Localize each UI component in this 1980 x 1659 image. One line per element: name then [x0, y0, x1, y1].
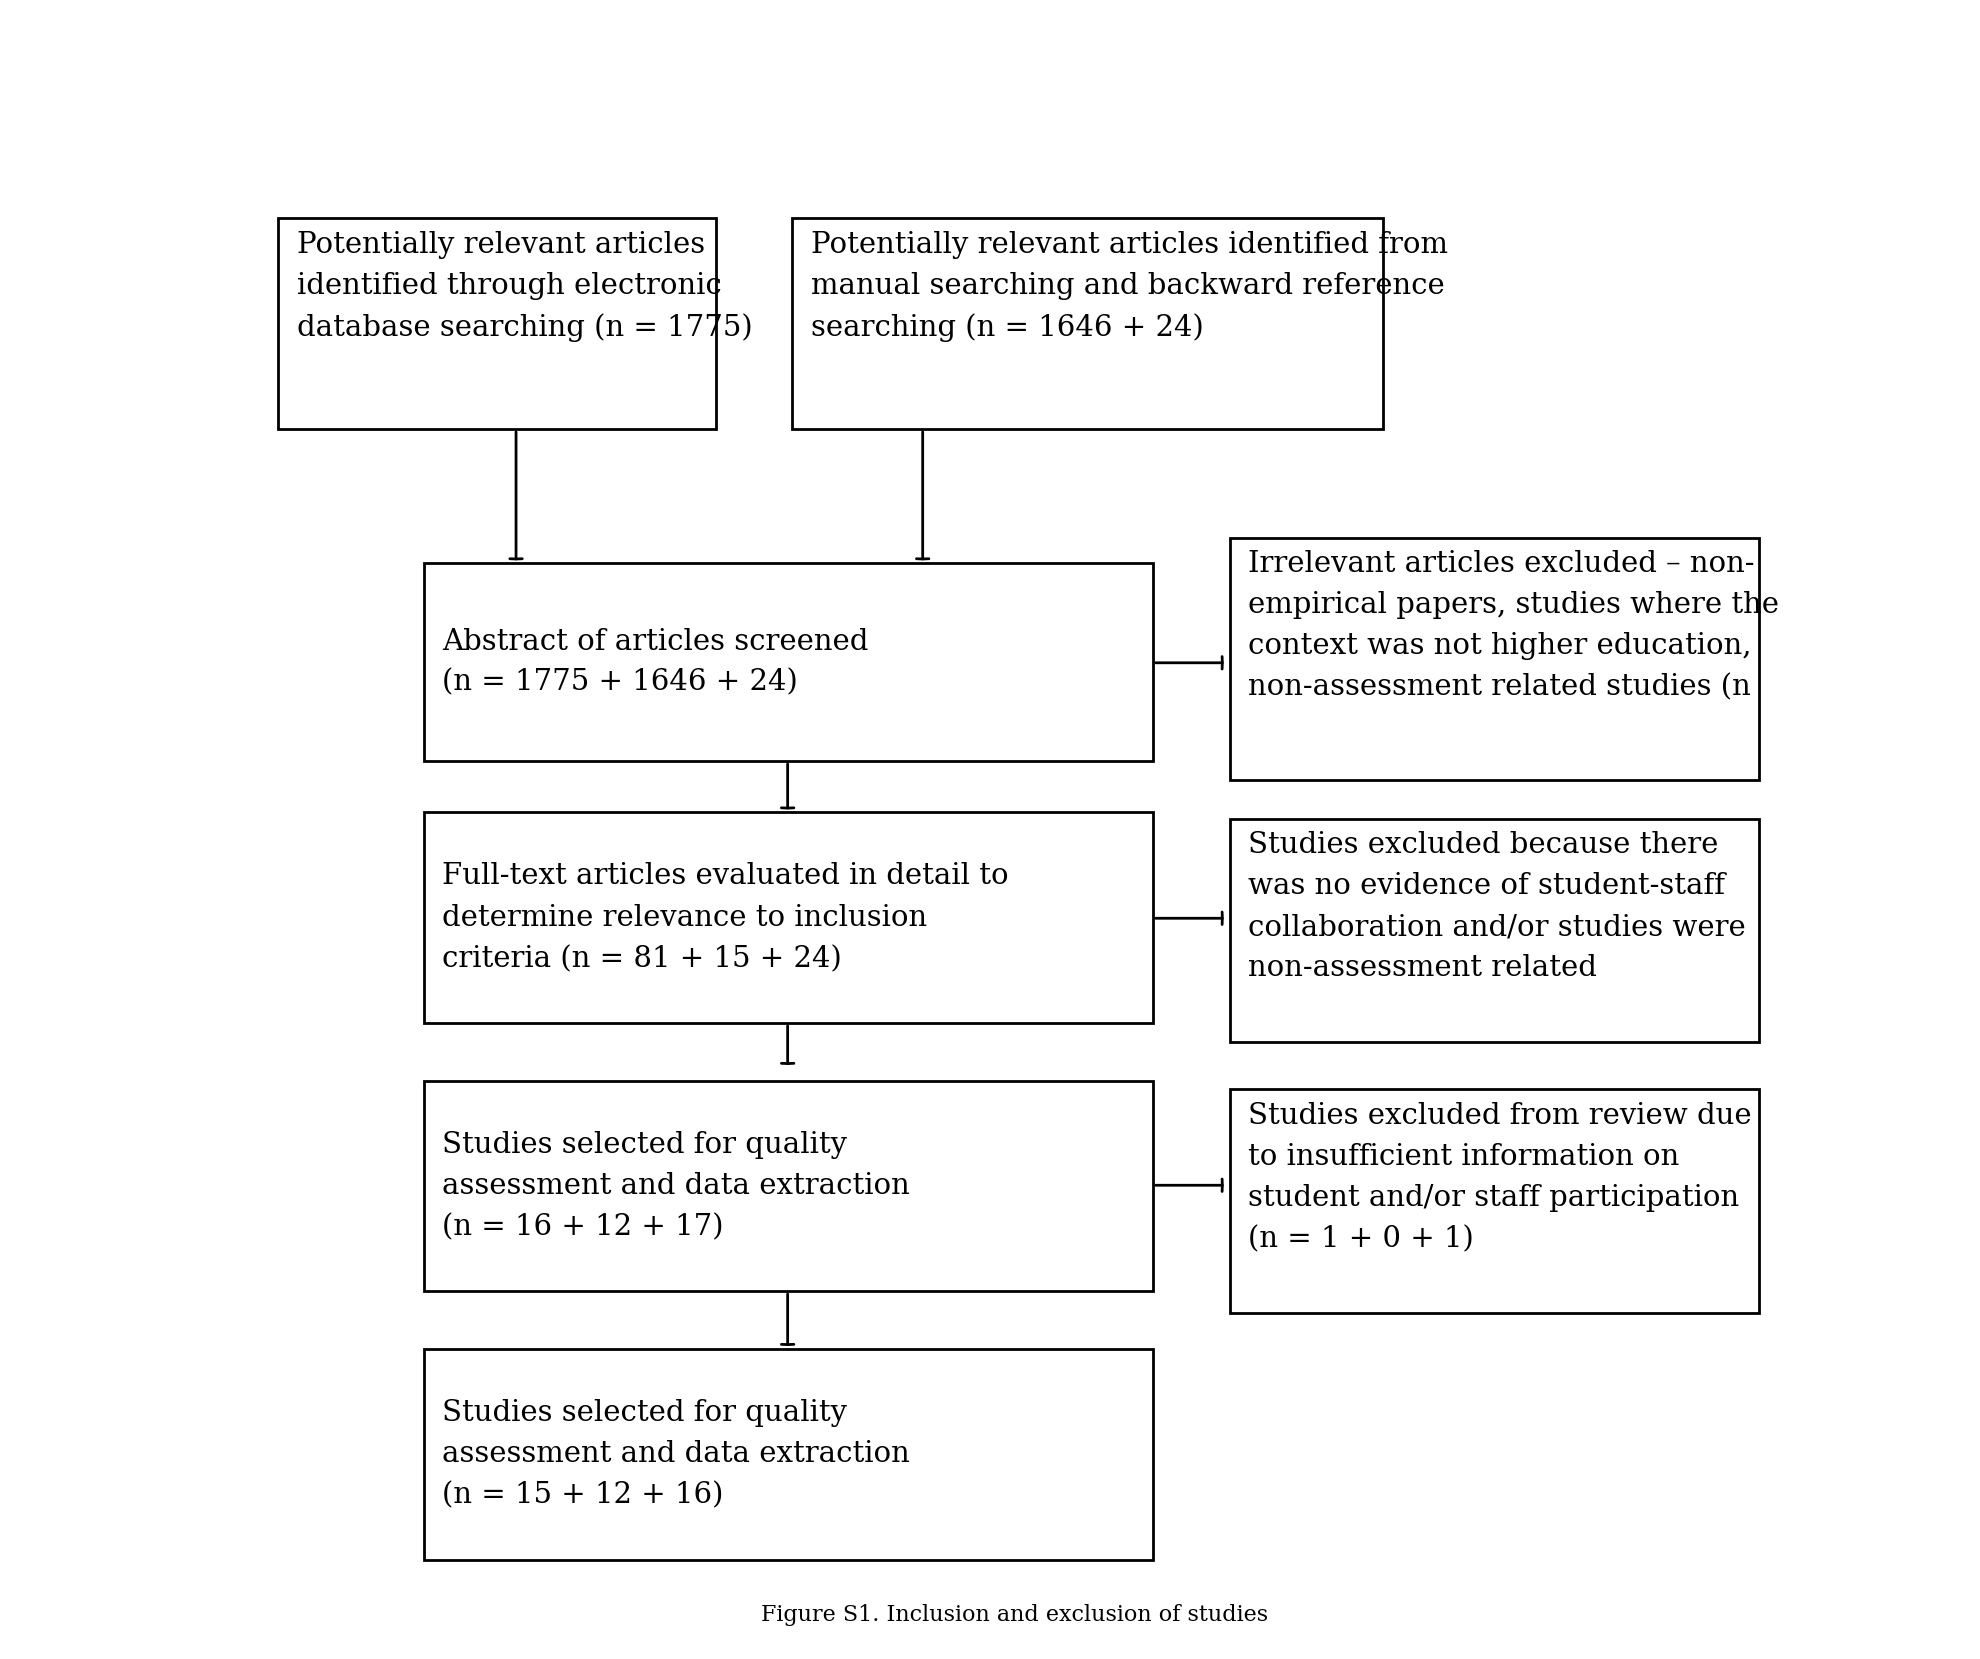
Text: Studies excluded from review due
to insufficient information on
student and/or s: Studies excluded from review due to insu…: [1247, 1102, 1752, 1253]
Text: Potentially relevant articles
identified through electronic
database searching (: Potentially relevant articles identified…: [297, 231, 752, 342]
Text: Studies selected for quality
assessment and data extraction
(n = 15 + 12 + 16): Studies selected for quality assessment …: [442, 1399, 911, 1510]
Bar: [1230, 538, 1758, 780]
Text: Abstract of articles screened
(n = 1775 + 1646 + 24): Abstract of articles screened (n = 1775 …: [442, 627, 869, 697]
Text: Figure S1. Inclusion and exclusion of studies: Figure S1. Inclusion and exclusion of st…: [760, 1604, 1269, 1626]
Text: Studies selected for quality
assessment and data extraction
(n = 16 + 12 + 17): Studies selected for quality assessment …: [442, 1131, 911, 1241]
Bar: [792, 219, 1382, 430]
Text: Studies excluded because there
was no evidence of student-staff
collaboration an: Studies excluded because there was no ev…: [1247, 831, 1746, 982]
Text: Irrelevant articles excluded – non-
empirical papers, studies where the
context : Irrelevant articles excluded – non- empi…: [1247, 549, 1778, 702]
Text: Potentially relevant articles identified from
manual searching and backward refe: Potentially relevant articles identified…: [810, 231, 1447, 342]
Bar: [1230, 1090, 1758, 1312]
Bar: [1230, 818, 1758, 1042]
Bar: [424, 813, 1152, 1024]
Bar: [424, 1349, 1152, 1559]
Bar: [277, 219, 715, 430]
Bar: [424, 562, 1152, 761]
Text: Full-text articles evaluated in detail to
determine relevance to inclusion
crite: Full-text articles evaluated in detail t…: [442, 863, 1010, 972]
Bar: [424, 1080, 1152, 1291]
